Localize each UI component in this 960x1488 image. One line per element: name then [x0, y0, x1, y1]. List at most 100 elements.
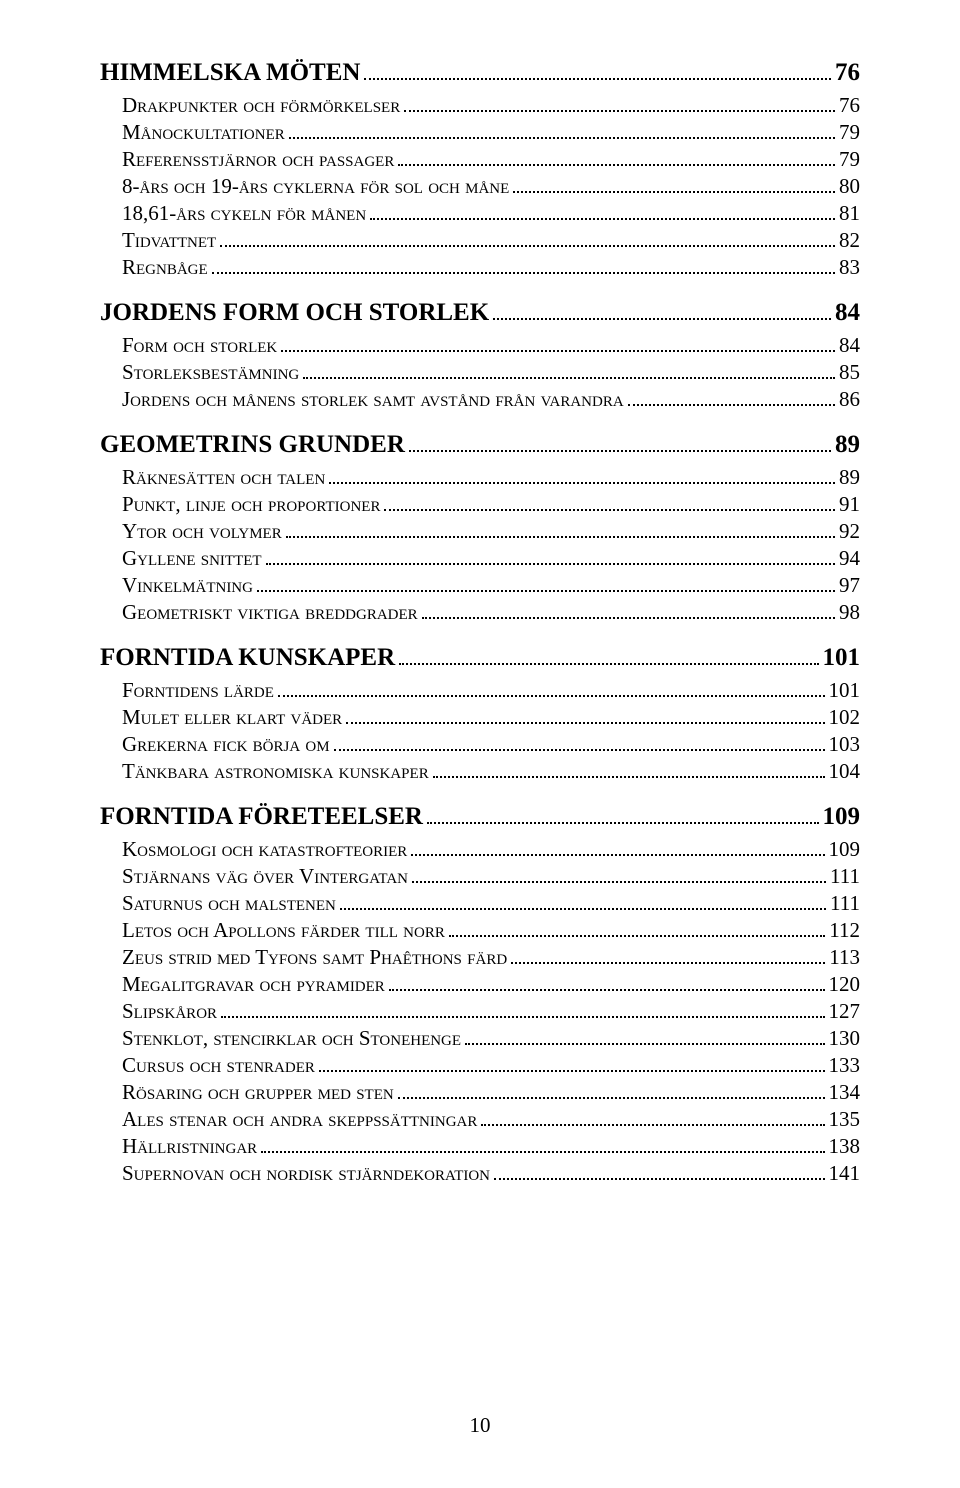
toc-leader-dots	[389, 972, 825, 991]
toc-leader-dots	[221, 999, 824, 1018]
toc-heading: HIMMELSKA MÖTEN76	[100, 58, 860, 87]
toc-label: Cursus och stenrader	[122, 1053, 315, 1078]
toc-entry: Stenklot, stencirklar och Stonehenge 130	[100, 1026, 860, 1051]
toc-heading: GEOMETRINS GRUNDER89	[100, 430, 860, 459]
toc-entry: Zeus strid med Tyfons samt Phaêthons fär…	[100, 945, 860, 970]
toc-leader-dots	[257, 573, 835, 592]
toc-entry: Drakpunkter och förmörkelser76	[100, 93, 860, 118]
toc-entry: Tänkbara astronomiska kunskaper 104	[100, 759, 860, 784]
toc-leader-dots	[281, 333, 835, 352]
toc-label: Saturnus och malstenen	[122, 891, 336, 916]
toc-leader-dots	[427, 802, 819, 824]
toc-label: Grekerna fick börja om	[122, 732, 330, 757]
toc-page-number: 82	[839, 228, 860, 253]
toc-leader-dots	[465, 1026, 824, 1045]
toc-entry: Gyllene snittet94	[100, 546, 860, 571]
toc-entry: Saturnus och malstenen111	[100, 891, 860, 916]
toc-page-number: 135	[829, 1107, 861, 1132]
toc-entry: Tidvattnet 82	[100, 228, 860, 253]
toc-label: Storleksbestämning	[122, 360, 299, 385]
toc-page-number: 84	[839, 333, 860, 358]
toc-leader-dots	[261, 1134, 824, 1153]
toc-leader-dots	[334, 732, 825, 751]
toc-page-number: 130	[829, 1026, 861, 1051]
toc-leader-dots	[278, 678, 825, 697]
toc-entry: 8-års och 19-års cyklerna för sol och må…	[100, 174, 860, 199]
toc-label: Letos och Apollons färder till norr	[122, 918, 445, 943]
toc-leader-dots	[398, 1080, 825, 1099]
toc-label: Rösaring och grupper med sten	[122, 1080, 394, 1105]
toc-leader-dots	[513, 174, 835, 193]
toc-label: Referensstjärnor och passager	[122, 147, 394, 172]
toc-page-number: 112	[829, 918, 860, 943]
toc-label: GEOMETRINS GRUNDER	[100, 431, 405, 459]
toc-label: Slipskåror	[122, 999, 217, 1024]
toc-page-number: 109	[823, 803, 861, 831]
toc-heading: FORNTIDA KUNSKAPER101	[100, 643, 860, 672]
toc-heading: FORNTIDA FÖRETEELSER 109	[100, 802, 860, 831]
toc-label: Form och storlek	[122, 333, 277, 358]
toc-entry: Megalitgravar och pyramider120	[100, 972, 860, 997]
toc-leader-dots	[329, 465, 835, 484]
toc-leader-dots	[340, 891, 826, 910]
toc-leader-dots	[422, 600, 835, 619]
toc-label: Gyllene snittet	[122, 546, 262, 571]
toc-page-number: 85	[839, 360, 860, 385]
toc-page-number: 101	[829, 678, 861, 703]
toc-label: Forntidens lärde	[122, 678, 274, 703]
page: HIMMELSKA MÖTEN76 Drakpunkter och förmörk…	[0, 0, 960, 1488]
toc-leader-dots	[411, 837, 824, 856]
toc-entry: Mulet eller klart väder102	[100, 705, 860, 730]
toc-page-number: 89	[839, 465, 860, 490]
toc-label: Kosmologi och katastrofteorier	[122, 837, 407, 862]
toc-label: Månockultationer	[122, 120, 285, 145]
toc-page-number: 79	[839, 147, 860, 172]
toc-leader-dots	[364, 58, 831, 80]
toc-page-number: 91	[839, 492, 860, 517]
toc-label: FORNTIDA FÖRETEELSER	[100, 803, 423, 831]
toc-entry: Referensstjärnor och passager 79	[100, 147, 860, 172]
toc-label: 8-års och 19-års cyklerna för sol och må…	[122, 174, 509, 199]
toc-page-number: 120	[829, 972, 861, 997]
toc-page-number: 86	[839, 387, 860, 412]
toc-entry: 18,61-års cykeln för månen 81	[100, 201, 860, 226]
toc-label: Zeus strid med Tyfons samt Phaêthons fär…	[122, 945, 507, 970]
toc-label: Geometriskt viktiga breddgrader	[122, 600, 418, 625]
toc-page-number: 104	[829, 759, 861, 784]
toc-page-number: 127	[829, 999, 861, 1024]
toc-entry: Geometriskt viktiga breddgrader 98	[100, 600, 860, 625]
toc-leader-dots	[399, 643, 818, 665]
toc-page-number: 79	[839, 120, 860, 145]
toc-label: Tidvattnet	[122, 228, 216, 253]
toc-leader-dots	[412, 864, 826, 883]
toc-label: Ales stenar och andra skeppssättningar	[122, 1107, 477, 1132]
toc-page-number: 103	[829, 732, 861, 757]
toc-page-number: 101	[823, 644, 861, 672]
toc-label: Räknesätten och talen	[122, 465, 325, 490]
toc-heading: JORDENS FORM OCH STORLEK84	[100, 298, 860, 327]
toc-label: HIMMELSKA MÖTEN	[100, 59, 360, 87]
toc-entry: Räknesätten och talen 89	[100, 465, 860, 490]
toc-page-number: 92	[839, 519, 860, 544]
toc-entry: Slipskåror 127	[100, 999, 860, 1024]
toc-label: 18,61-års cykeln för månen	[122, 201, 366, 226]
toc-entry: Storleksbestämning 85	[100, 360, 860, 385]
toc-page-number: 83	[839, 255, 860, 280]
toc-leader-dots	[398, 147, 835, 166]
toc-entry: Ales stenar och andra skeppssättningar 13…	[100, 1107, 860, 1132]
toc-entry: Rösaring och grupper med sten134	[100, 1080, 860, 1105]
toc-label: Stenklot, stencirklar och Stonehenge	[122, 1026, 461, 1051]
toc-entry: Regnbåge83	[100, 255, 860, 280]
toc-label: Tänkbara astronomiska kunskaper	[122, 759, 429, 784]
toc-page-number: 84	[835, 299, 860, 327]
toc-page-number: 98	[839, 600, 860, 625]
toc-entry: Supernovan och nordisk stjärndekoration1…	[100, 1161, 860, 1186]
toc-entry: Hällristningar138	[100, 1134, 860, 1159]
toc-entry: Cursus och stenrader133	[100, 1053, 860, 1078]
table-of-contents: HIMMELSKA MÖTEN76 Drakpunkter och förmörk…	[100, 58, 860, 1186]
toc-entry: Forntidens lärde 101	[100, 678, 860, 703]
toc-leader-dots	[404, 93, 835, 112]
toc-page-number: 81	[839, 201, 860, 226]
toc-page-number: 97	[839, 573, 860, 598]
toc-leader-dots	[494, 1161, 824, 1180]
